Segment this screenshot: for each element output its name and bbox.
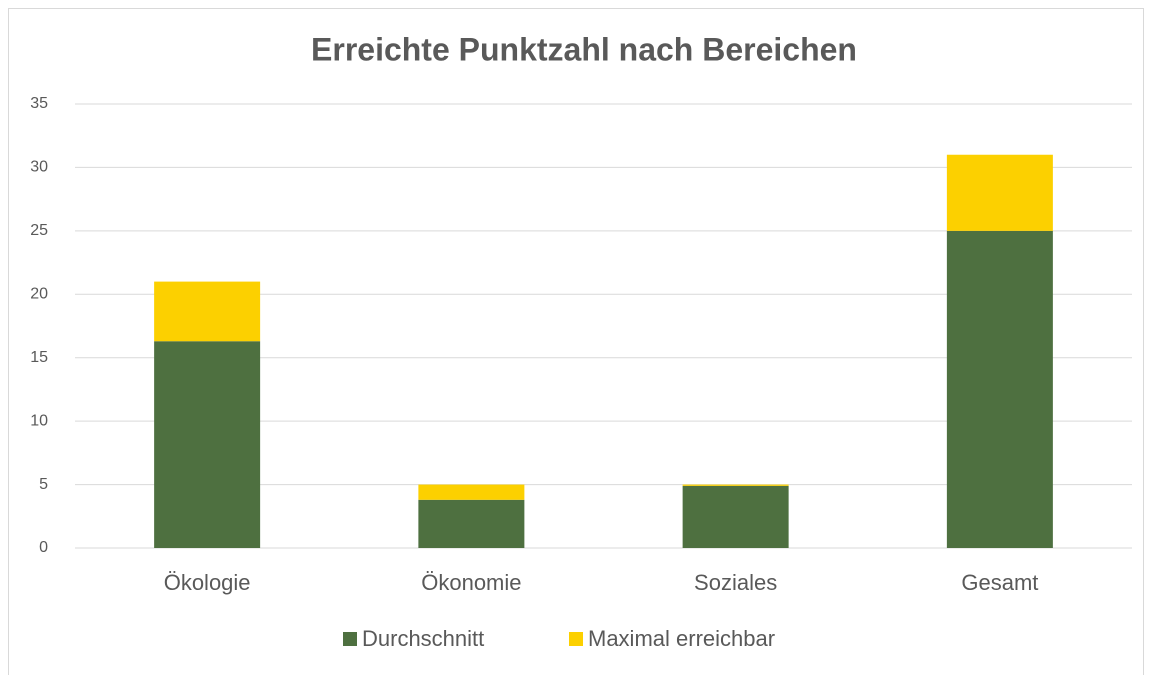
legend-label: Durchschnitt [362,626,484,651]
x-tick-label: Gesamt [961,570,1038,595]
y-tick-label: 15 [30,349,48,366]
legend-label: Maximal erreichbar [588,626,775,651]
bar-segment [154,341,261,548]
chart-title: Erreichte Punktzahl nach Bereichen [311,31,857,67]
x-tick-label: Ökologie [164,570,251,595]
bar-segment [154,281,261,342]
y-tick-label: 5 [39,476,48,493]
bar-segment [418,484,525,500]
bar-segment [418,499,525,548]
legend-swatch [569,632,583,646]
bar-segment [682,485,789,548]
x-tick-label: Soziales [694,570,777,595]
bar-segment [946,230,1053,548]
legend-swatch [343,632,357,646]
x-tick-label: Ökonomie [421,570,521,595]
y-tick-label: 10 [30,412,48,429]
y-tick-label: 35 [30,95,48,112]
y-tick-label: 25 [30,222,48,239]
y-tick-label: 0 [39,539,48,556]
bar-segment [946,154,1053,231]
bar-segment [682,484,789,486]
y-tick-label: 20 [30,286,48,303]
y-tick-label: 30 [30,159,48,176]
